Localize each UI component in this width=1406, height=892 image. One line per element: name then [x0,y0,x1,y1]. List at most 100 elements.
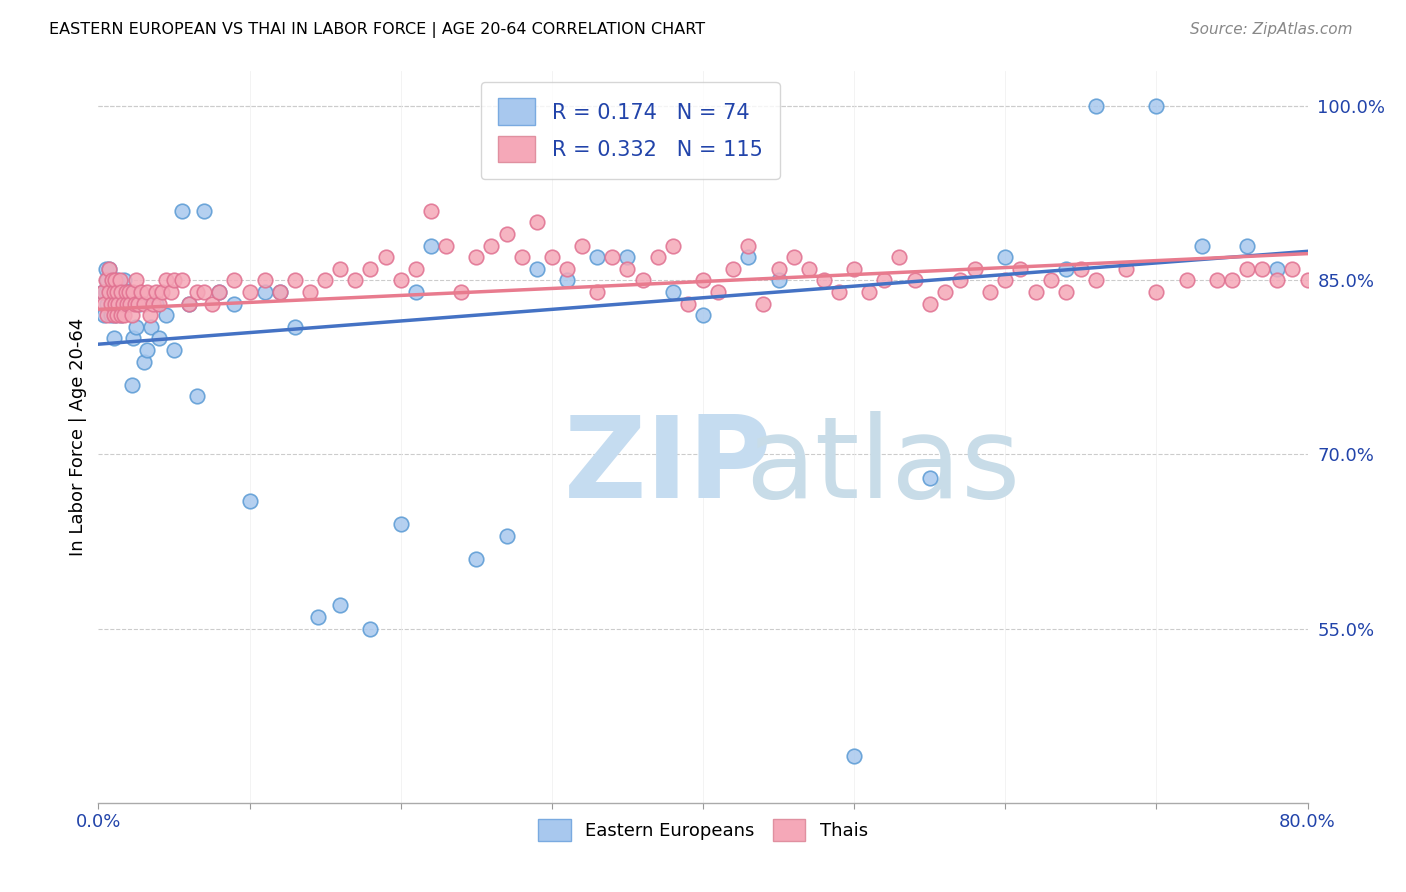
Point [1054,261,1077,276]
Point [108,296,131,310]
Point [96,308,118,322]
Point [253,285,276,299]
Point [586,250,609,264]
Point [768,273,790,287]
Point [307,610,329,624]
Point [586,285,609,299]
Point [98,261,121,276]
Point [91,285,114,299]
Point [170,203,193,218]
Point [1327,261,1350,276]
Point [631,273,654,287]
Point [737,238,759,252]
Point [1341,273,1364,287]
Point [540,250,562,264]
Point [450,285,472,299]
Point [1191,238,1213,252]
Point [661,285,683,299]
Point [1010,261,1032,276]
Point [224,296,246,310]
Point [141,319,163,334]
Point [692,273,714,287]
Point [783,250,806,264]
Point [526,261,548,276]
Point [1054,285,1077,299]
Point [155,308,177,322]
Point [374,250,396,264]
Point [103,308,125,322]
Point [145,296,167,310]
Point [389,517,412,532]
Point [813,273,835,287]
Point [115,296,138,310]
Point [1236,238,1258,252]
Point [104,285,127,299]
Point [148,296,170,310]
Point [465,250,488,264]
Point [994,273,1017,287]
Point [201,296,224,310]
Point [139,308,162,322]
Point [96,296,118,310]
Point [132,296,155,310]
Point [111,296,134,310]
Point [98,285,121,299]
Point [465,552,488,566]
Point [118,285,141,299]
Point [107,285,129,299]
Point [602,250,624,264]
Point [1144,285,1167,299]
Point [94,273,117,287]
Point [934,285,956,299]
Point [122,331,145,345]
Point [105,308,128,322]
Point [768,261,790,276]
Point [118,285,141,299]
Text: atlas: atlas [745,411,1021,522]
Point [797,261,820,276]
Point [737,250,759,264]
Point [1251,261,1274,276]
Point [128,296,150,310]
Y-axis label: In Labor Force | Age 20-64: In Labor Force | Age 20-64 [69,318,87,557]
Point [110,285,132,299]
Point [616,261,638,276]
Point [239,285,262,299]
Point [145,285,167,299]
Point [103,285,125,299]
Point [555,273,578,287]
Point [844,261,866,276]
Point [299,285,322,299]
Point [132,354,155,368]
Point [105,285,128,299]
Point [329,261,352,276]
Point [314,273,336,287]
Point [186,285,208,299]
Point [105,273,128,287]
Point [495,529,517,543]
Point [510,250,533,264]
Point [284,273,307,287]
Point [1175,273,1198,287]
Point [103,296,125,310]
Point [1281,261,1303,276]
Point [96,273,118,287]
Point [135,343,157,357]
Point [104,273,127,287]
Point [269,285,291,299]
Point [179,296,201,310]
Point [124,296,146,310]
Point [1206,273,1229,287]
Point [1039,273,1062,287]
Point [1220,273,1243,287]
Point [481,238,503,252]
Point [360,622,382,636]
Point [114,285,136,299]
Point [571,238,593,252]
Point [707,285,730,299]
Point [555,261,578,276]
Point [844,749,866,764]
Point [129,285,152,299]
Point [329,599,352,613]
Point [904,273,927,287]
